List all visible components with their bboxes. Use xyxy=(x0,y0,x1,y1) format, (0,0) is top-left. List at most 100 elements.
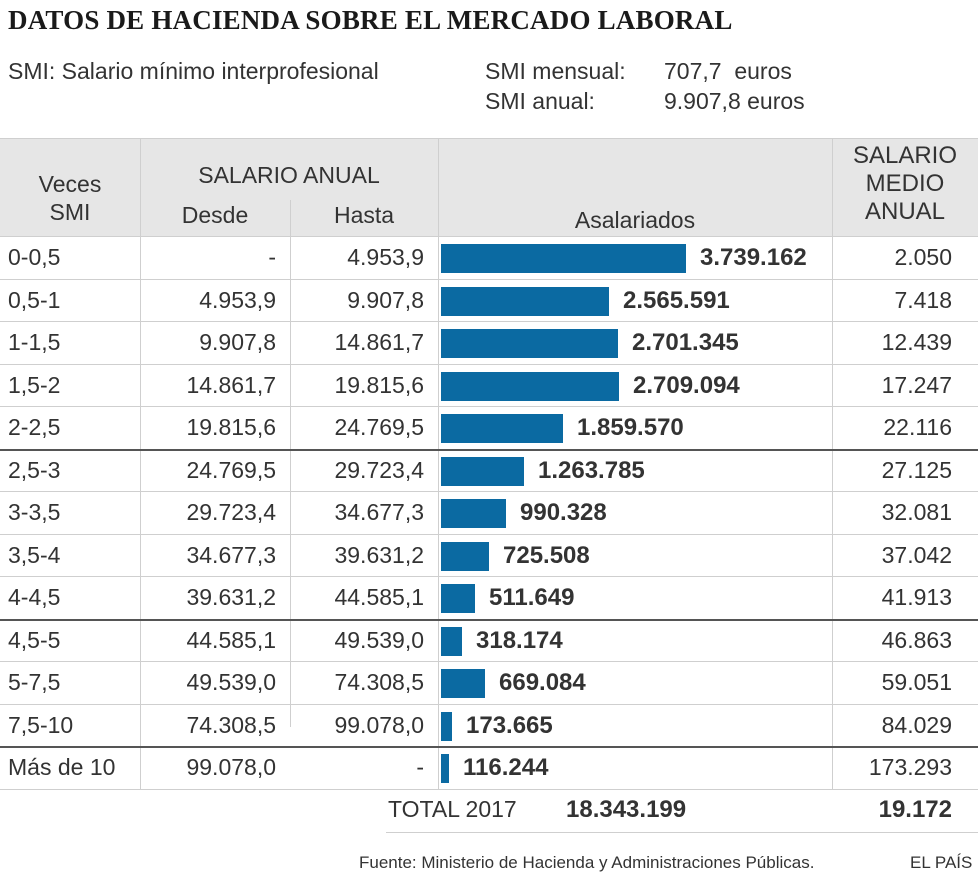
row-hasta: 4.953,9 xyxy=(347,244,424,270)
row-salario-medio: 84.029 xyxy=(881,712,952,738)
row-separator xyxy=(0,406,978,407)
row-salario-medio: 17.247 xyxy=(881,372,952,398)
header-desde: Desde xyxy=(181,202,249,228)
row-hasta: 19.815,6 xyxy=(334,372,424,398)
bar-value-label: 990.328 xyxy=(520,499,607,526)
bar-value-label: 2.709.094 xyxy=(633,372,740,399)
bar xyxy=(441,457,524,486)
row-salario-medio: 59.051 xyxy=(881,669,952,695)
row-veces-smi: 3-3,5 xyxy=(8,499,61,525)
column-divider xyxy=(832,138,833,790)
row-separator xyxy=(0,449,978,451)
row-hasta: 49.539,0 xyxy=(334,627,424,653)
total-asalariados: 18.343.199 xyxy=(566,796,687,823)
row-desde: 29.723,4 xyxy=(186,499,276,525)
bar-value-label: 173.665 xyxy=(466,712,553,739)
bar-value-label: 2.701.345 xyxy=(632,329,739,356)
column-divider xyxy=(140,138,141,790)
bar xyxy=(441,754,449,783)
bar-value-label: 2.565.591 xyxy=(623,287,730,314)
row-desde: 14.861,7 xyxy=(186,372,276,398)
row-desde: 49.539,0 xyxy=(186,669,276,695)
smi-monthly-value: 707,7 euros xyxy=(664,58,792,84)
bar-value-label: 1.859.570 xyxy=(577,414,684,441)
bar-value-label: 3.739.162 xyxy=(700,244,807,271)
source-note: Fuente: Ministerio de Hacienda y Adminis… xyxy=(359,853,815,872)
bar-value-label: 1.263.785 xyxy=(538,457,645,484)
row-salario-medio: 7.418 xyxy=(894,287,952,313)
total-bottom-border xyxy=(386,832,978,833)
bar xyxy=(441,627,462,656)
row-hasta: 9.907,8 xyxy=(347,287,424,313)
bar-value-label: 116.244 xyxy=(463,754,549,781)
row-desde: 4.953,9 xyxy=(199,287,276,313)
row-salario-medio: 12.439 xyxy=(881,329,952,355)
row-salario-medio: 37.042 xyxy=(881,542,952,568)
header-veces-smi: Veces SMI xyxy=(38,171,102,225)
row-veces-smi: 1-1,5 xyxy=(8,329,61,355)
row-separator xyxy=(0,491,978,492)
bar xyxy=(441,669,485,698)
header-hasta: Hasta xyxy=(333,202,395,228)
row-veces-smi: 4,5-5 xyxy=(8,627,61,653)
brand-label: EL PAÍS xyxy=(910,853,973,872)
total-salario-medio: 19.172 xyxy=(878,796,952,823)
row-veces-smi: 2-2,5 xyxy=(8,414,61,440)
row-hasta: 39.631,2 xyxy=(334,542,424,568)
bar xyxy=(441,712,452,741)
row-desde: 19.815,6 xyxy=(186,414,276,440)
header-salario-medio: SALARIO MEDIO ANUAL xyxy=(852,142,958,225)
total-label: TOTAL 2017 xyxy=(388,796,517,822)
row-separator xyxy=(0,534,978,535)
bar xyxy=(441,584,475,613)
row-separator xyxy=(0,321,978,322)
smi-annual-value: 9.907,8 euros xyxy=(664,88,805,114)
bar-value-label: 511.649 xyxy=(489,584,575,611)
table-header-background xyxy=(0,138,978,237)
column-divider xyxy=(290,200,291,727)
row-desde: 99.078,0 xyxy=(186,754,276,780)
header-asalariados: Asalariados xyxy=(574,207,696,233)
row-salario-medio: 32.081 xyxy=(881,499,952,525)
table-top-border xyxy=(0,138,978,139)
row-separator xyxy=(0,576,978,577)
row-separator xyxy=(0,746,978,748)
column-divider xyxy=(438,138,439,790)
row-salario-medio: 22.116 xyxy=(883,414,952,440)
row-hasta: 99.078,0 xyxy=(334,712,424,738)
row-desde: 44.585,1 xyxy=(186,627,276,653)
bar xyxy=(441,287,609,316)
row-separator xyxy=(0,619,978,621)
row-salario-medio: 2.050 xyxy=(894,244,952,270)
bar xyxy=(441,414,563,443)
row-hasta: 14.861,7 xyxy=(334,329,424,355)
row-salario-medio: 27.125 xyxy=(881,457,952,483)
row-hasta: 29.723,4 xyxy=(334,457,424,483)
smi-monthly-label: SMI mensual: xyxy=(485,58,626,84)
row-hasta: 74.308,5 xyxy=(334,669,424,695)
row-veces-smi: Más de 10 xyxy=(8,754,116,780)
smi-annual-label: SMI anual: xyxy=(485,88,595,114)
row-salario-medio: 46.863 xyxy=(881,627,952,653)
bar-value-label: 669.084 xyxy=(499,669,586,696)
row-veces-smi: 1,5-2 xyxy=(8,372,61,398)
row-desde: 39.631,2 xyxy=(186,584,276,610)
row-desde: 9.907,8 xyxy=(199,329,276,355)
row-hasta: - xyxy=(416,754,424,780)
row-desde: - xyxy=(268,244,276,270)
row-separator xyxy=(0,704,978,705)
row-hasta: 24.769,5 xyxy=(334,414,424,440)
smi-legend: SMI: Salario mínimo interprofesional xyxy=(8,58,379,84)
bar-value-label: 725.508 xyxy=(503,542,590,569)
row-separator xyxy=(0,364,978,365)
row-veces-smi: 2,5-3 xyxy=(8,457,61,483)
row-hasta: 44.585,1 xyxy=(334,584,424,610)
row-veces-smi: 7,5-10 xyxy=(8,712,74,738)
row-desde: 24.769,5 xyxy=(186,457,276,483)
row-desde: 34.677,3 xyxy=(186,542,276,568)
header-salario-anual: SALARIO ANUAL xyxy=(198,162,380,188)
bar xyxy=(441,244,686,273)
bar xyxy=(441,542,489,571)
row-veces-smi: 0,5-1 xyxy=(8,287,61,313)
table-bottom-border xyxy=(0,789,978,790)
